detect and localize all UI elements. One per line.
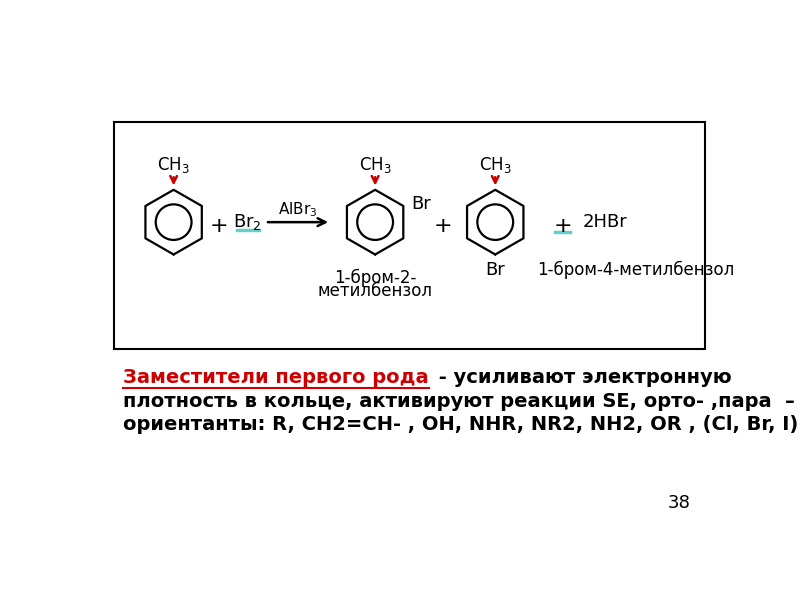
Text: +: + xyxy=(434,216,452,236)
Text: плотность в кольце, активируют реакции SE, орто- ,пара  –: плотность в кольце, активируют реакции S… xyxy=(123,392,795,410)
Text: 1-бром-4-метилбензол: 1-бром-4-метилбензол xyxy=(537,260,734,279)
Text: 1-бром-2-: 1-бром-2- xyxy=(334,268,416,287)
Text: AlBr$_3$: AlBr$_3$ xyxy=(278,200,318,219)
Text: - усиливают электронную: - усиливают электронную xyxy=(432,368,732,388)
Text: CH$_3$: CH$_3$ xyxy=(479,155,512,175)
Text: +: + xyxy=(554,216,572,236)
Text: Br: Br xyxy=(486,260,505,278)
Text: 2HBr: 2HBr xyxy=(583,213,628,231)
Text: Br: Br xyxy=(410,196,430,214)
Text: Заместители первого рода: Заместители первого рода xyxy=(123,368,429,388)
Text: CH$_3$: CH$_3$ xyxy=(358,155,391,175)
Text: 38: 38 xyxy=(668,494,690,512)
Text: CH$_3$: CH$_3$ xyxy=(158,155,190,175)
FancyBboxPatch shape xyxy=(114,122,705,349)
Text: метилбензол: метилбензол xyxy=(318,282,433,300)
Text: +: + xyxy=(210,216,228,236)
Text: ориентанты: R, CH2=CH- , OH, NHR, NR2, NH2, OR , (Cl, Br, I): ориентанты: R, CH2=CH- , OH, NHR, NR2, N… xyxy=(123,415,798,434)
Text: Br$_2$: Br$_2$ xyxy=(233,212,262,232)
